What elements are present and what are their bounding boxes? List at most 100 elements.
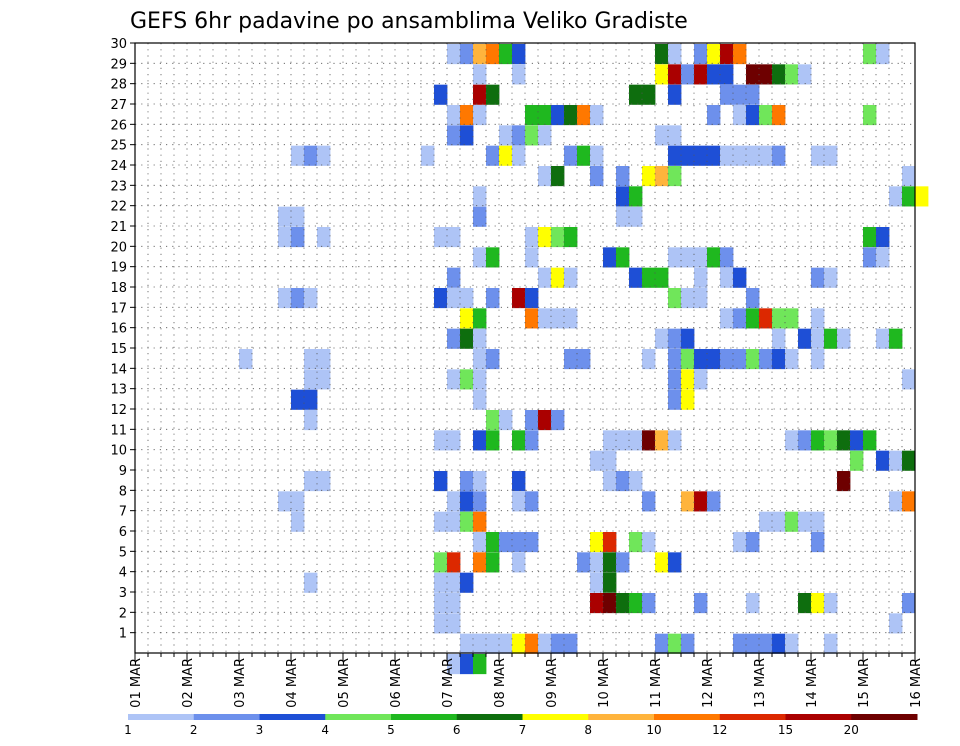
heatmap-cell [681,633,695,654]
heatmap-cell [512,633,526,654]
heatmap-cell [694,247,708,268]
heatmap-cell [863,247,877,268]
y-tick-label: 8 [119,484,127,499]
heatmap-cell [473,44,487,65]
heatmap-cell [499,145,513,166]
heatmap-cell [434,471,448,492]
heatmap-cell [473,206,487,227]
heatmap-cell [772,308,786,329]
heatmap-cell [434,613,448,634]
x-tick-label: 02 MAR [181,658,196,708]
y-tick-label: 9 [119,464,127,479]
heatmap-cell [902,166,916,187]
heatmap-cell [434,288,448,309]
heatmap-cell [473,308,487,329]
heatmap-cell [824,633,838,654]
heatmap-cell [603,430,617,451]
heatmap-cell [486,247,500,268]
heatmap-cell [473,430,487,451]
x-tick-label: 05 MAR [337,658,352,708]
heatmap-cell [668,349,682,370]
heatmap-cell [668,166,682,187]
legend-swatch [785,714,852,720]
heatmap-cell [772,511,786,532]
heatmap-cell [603,572,617,593]
x-tick-label: 06 MAR [389,658,404,708]
heatmap-cell [811,430,825,451]
heatmap-cell [564,227,578,248]
heatmap-cell [473,369,487,390]
legend-swatch [325,714,392,720]
heatmap-cell [486,552,500,573]
y-tick-label: 23 [110,179,127,194]
heatmap-cell [785,633,799,654]
y-tick-label: 21 [110,220,127,235]
y-tick-label: 14 [110,362,127,377]
heatmap-cell [473,654,487,675]
heatmap-cell [642,267,656,288]
heatmap-cell [447,288,461,309]
heatmap-cell [772,105,786,126]
heatmap-cell [447,267,461,288]
heatmap-cell [447,369,461,390]
heatmap-cell [512,145,526,166]
heatmap-cell [551,633,565,654]
y-tick-label: 28 [110,78,127,93]
heatmap-cell [668,552,682,573]
heatmap-cell [642,430,656,451]
y-tick-label: 10 [110,444,127,459]
heatmap-cell [850,450,864,471]
y-tick-label: 30 [110,37,127,52]
heatmap-cell [460,572,474,593]
heatmap-cell [668,64,682,85]
heatmap-cell [746,593,760,614]
heatmap-cell [291,288,305,309]
heatmap-cell [447,572,461,593]
heatmap-cell [746,532,760,553]
heatmap-cell [798,511,812,532]
heatmap-cell [629,84,643,105]
y-tick-label: 24 [110,159,127,174]
y-tick-label: 6 [119,525,127,540]
heatmap-cell [733,105,747,126]
heatmap-cell [590,166,604,187]
y-tick-label: 5 [119,545,127,560]
heatmap-cell [876,44,890,65]
heatmap-cell [811,593,825,614]
legend-label: 5 [387,723,395,737]
heatmap-cell [447,654,461,675]
heatmap-cell [434,593,448,614]
heatmap-cell [486,430,500,451]
heatmap-cell [304,572,318,593]
heatmap-cell [798,593,812,614]
y-tick-label: 29 [110,57,127,72]
heatmap-cell [447,552,461,573]
legend-label: 2 [190,723,198,737]
heatmap-cell [681,288,695,309]
heatmap-cell [603,450,617,471]
heatmap-cell [616,552,630,573]
y-tick-label: 25 [110,139,127,154]
heatmap-cell [902,491,916,512]
heatmap-cell [447,227,461,248]
heatmap-cell [447,430,461,451]
heatmap-cell [668,288,682,309]
heatmap-cell [655,552,669,573]
heatmap-cell [434,84,448,105]
heatmap-cell [473,532,487,553]
heatmap-cell [525,410,539,431]
y-tick-label: 15 [110,342,127,357]
heatmap-cell [889,613,903,634]
heatmap-cell [447,511,461,532]
heatmap-cell [486,84,500,105]
heatmap-cell [759,64,773,85]
legend-swatch [851,714,918,720]
heatmap-cell [564,308,578,329]
x-tick-label: 10 MAR [597,658,612,708]
heatmap-cell [317,471,331,492]
heatmap-cell [707,247,721,268]
heatmap-cell [733,44,747,65]
heatmap-cell [863,430,877,451]
heatmap-cell [473,328,487,349]
heatmap-cell [785,430,799,451]
